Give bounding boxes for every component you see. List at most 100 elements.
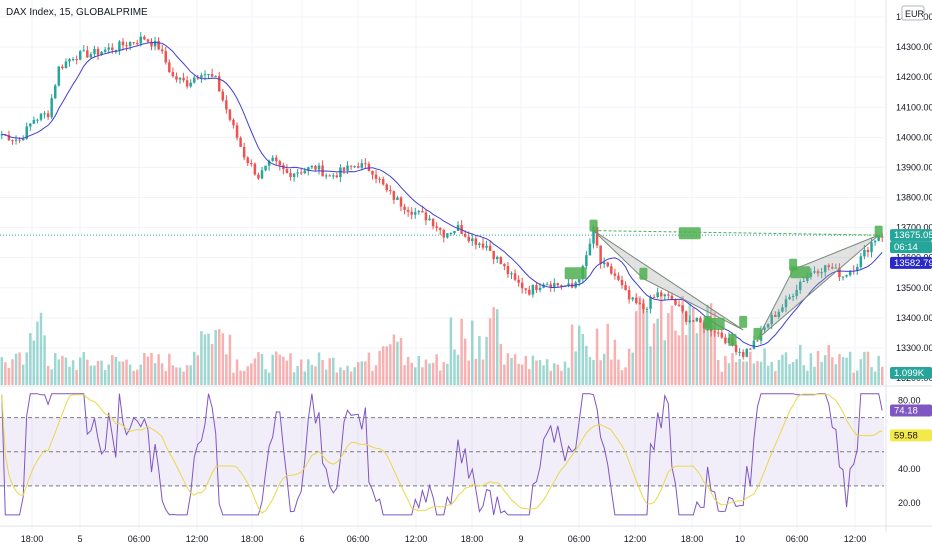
time-tick-label: 12:00 (624, 534, 647, 544)
volume-bar (332, 357, 335, 385)
volume-bar (513, 354, 517, 385)
candle-body (449, 233, 453, 235)
candle-body (342, 167, 346, 171)
volume-bar (168, 353, 171, 385)
volume-bar (602, 353, 606, 385)
volume-bar (531, 355, 535, 385)
candle-body (838, 267, 841, 278)
volume-bar (585, 345, 588, 385)
candle-body (684, 311, 688, 322)
volume-bar (592, 360, 595, 385)
candle-body (528, 289, 531, 295)
volume-bar (153, 363, 157, 385)
candle-body (289, 172, 292, 177)
moving-average-line (1, 41, 883, 348)
harmonic-pattern-triangle (593, 230, 744, 331)
volume-bar (460, 318, 463, 385)
candle-body (210, 74, 214, 77)
volume-bar (734, 362, 738, 385)
volume-bar (496, 309, 499, 385)
candle-body (467, 236, 470, 242)
volume-bar (307, 359, 310, 385)
candle-body (781, 307, 784, 312)
candle-body (185, 80, 189, 87)
volume-bar (399, 337, 403, 385)
candle-body (178, 77, 182, 80)
candle-body (766, 324, 770, 328)
volume-bar (25, 352, 28, 385)
volume-bar (645, 311, 649, 385)
currency-button[interactable]: EUR (901, 5, 925, 21)
candle-body (506, 266, 510, 275)
candle-body (253, 163, 257, 175)
candle-body (481, 243, 485, 248)
volume-bar (100, 360, 103, 385)
volume-bar (356, 362, 360, 385)
candle-body (50, 98, 53, 118)
candle-body (11, 140, 14, 142)
volume-bar (103, 370, 107, 385)
volume-bar (246, 366, 249, 385)
volume-bar (856, 370, 859, 385)
rsi-line (1, 393, 883, 516)
time-tick-label: 06:00 (568, 534, 591, 544)
time-tick-label: 18:00 (461, 534, 484, 544)
candle-body (720, 332, 724, 338)
candle-body (221, 91, 225, 101)
candle-body (863, 249, 866, 257)
time-tick-label: 12:00 (844, 534, 867, 544)
candle-body (670, 295, 674, 300)
volume-bar (802, 365, 806, 385)
candle-body (160, 49, 164, 52)
volume-bar (182, 371, 185, 385)
price-tick-label: 14200.00 (896, 72, 932, 82)
candle-body (692, 320, 695, 322)
candle-body (18, 139, 21, 141)
candle-body (86, 50, 89, 58)
volume-bar (328, 358, 331, 385)
volume-bar (745, 361, 749, 385)
candle-body (207, 74, 210, 76)
candle-body (763, 327, 766, 330)
candle-body (667, 294, 670, 296)
candle-body (164, 51, 167, 63)
harmonic-pattern-xd-line (593, 230, 879, 236)
candle-body (542, 284, 545, 288)
volume-bar (36, 321, 39, 385)
volume-bar (438, 370, 442, 385)
candle-body (39, 113, 43, 120)
candle-body (777, 311, 781, 317)
candle-body (57, 66, 61, 86)
candle-body (734, 344, 738, 353)
candle-body (599, 245, 602, 265)
last-price-badge: 13675.05 (890, 229, 932, 242)
volume-bar (86, 359, 89, 385)
candle-body (645, 308, 649, 310)
volume-bar (335, 372, 339, 385)
volume-bar (724, 355, 727, 385)
volume-bar (18, 352, 21, 385)
volume-bar (627, 348, 631, 385)
volume-bar (838, 354, 841, 385)
candle-body (503, 264, 506, 267)
candle-body (770, 314, 773, 325)
volume-bar (535, 360, 538, 385)
volume-bar (863, 351, 866, 385)
volume-bar (360, 361, 364, 385)
volume-bar (417, 356, 421, 385)
candle-body (624, 285, 627, 291)
currency-button-bg (901, 5, 925, 21)
candle-body (517, 279, 520, 283)
candle-body (389, 190, 392, 192)
candle-body (146, 39, 150, 42)
volume-bar (599, 360, 602, 385)
volume-bar (4, 362, 7, 385)
candle-body (841, 276, 845, 278)
volume-bar (424, 359, 428, 385)
volume-bar (756, 361, 759, 385)
candle-body (606, 262, 609, 267)
volume-bar (314, 366, 317, 385)
rsi-ma-value-badge-text: 59.58 (894, 430, 918, 441)
volume-bar (752, 363, 756, 385)
